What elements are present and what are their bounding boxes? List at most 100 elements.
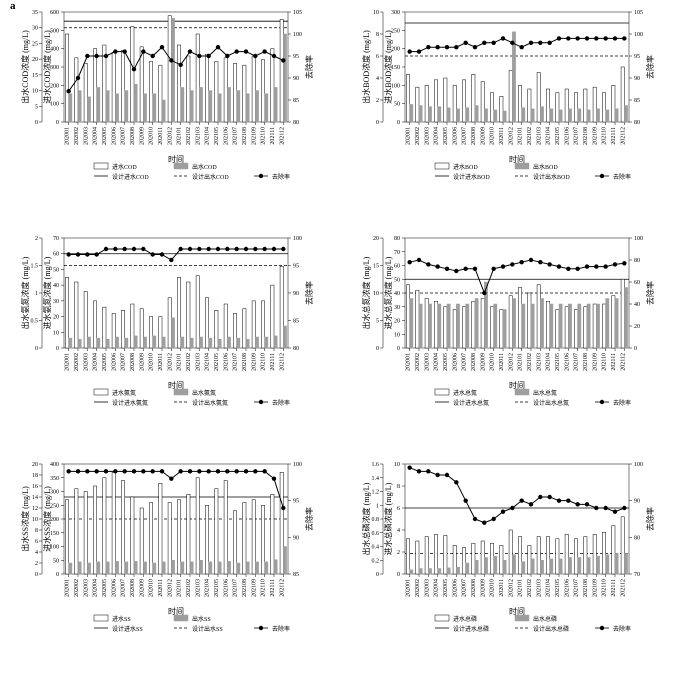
x-tick-label: 202001 [65,353,71,371]
x-tick-label: 202106 [564,579,570,597]
x-tick-label: 202010 [490,579,496,597]
bar-in [187,494,190,574]
bar-in [537,285,540,348]
svg-text:出水BOD: 出水BOD [533,163,558,171]
bar-in [177,45,180,122]
bar-in [481,541,484,574]
x-tick-label: 202003 [83,353,89,371]
rate-marker [557,498,561,502]
chart-tn: 0102030405060708005101520020406080100202… [345,230,675,435]
y2-tick: 8 [376,32,379,38]
rate-marker [463,41,467,45]
y2-tick: 4 [35,550,38,556]
bar-in [612,526,615,574]
bar-in [121,51,124,123]
y2-tick: 6 [35,539,38,545]
y1-tick: 0 [397,346,400,352]
bar-in [453,85,456,122]
rate-marker [557,264,561,268]
rate-marker [454,269,458,273]
x-tick-label: 202010 [149,353,155,371]
rate-marker [150,469,154,473]
y2-tick: 20 [32,462,38,468]
y1-tick: 60 [394,264,400,270]
svg-text:设计出水总磷: 设计出水总磷 [533,625,569,633]
bar-out [97,338,100,348]
bar-out [606,299,609,349]
bar-out [153,94,156,122]
rate-marker [160,45,164,49]
bar-out [87,97,90,122]
rate-marker [244,247,248,251]
bar-out [568,304,571,348]
bar-out [484,558,487,575]
rate-marker [225,469,229,473]
r-tick: 100 [293,236,302,242]
rate-marker [585,36,589,40]
x-tick-label: 202103 [195,579,201,597]
rate-marker [519,45,523,49]
bar-in [584,89,587,122]
bar-out [246,94,249,122]
bar-in [490,93,493,122]
rate-marker [272,476,276,480]
r-tick: 80 [634,258,640,264]
bar-out [106,339,109,348]
bar-out [550,109,553,122]
bar-out [531,559,534,574]
y1-tick: 8 [397,484,400,490]
bar-out [134,84,137,122]
x-tick-label: 202109 [592,353,598,371]
bar-out [246,339,249,348]
rate-marker [76,76,80,80]
bar-in [565,307,568,348]
rate-marker [141,469,145,473]
rate-marker [281,58,285,62]
bar-out [209,562,212,574]
x-tick-label: 202011 [499,127,505,145]
x-tick-label: 202111 [611,353,617,371]
bar-in [233,511,236,574]
bar-out [624,288,627,349]
y1-tick: 0 [56,572,59,578]
x-tick-label: 202010 [490,353,496,371]
rate-marker [575,267,579,271]
bar-in [556,539,559,574]
bar-in [462,548,465,574]
bar-out [265,94,268,122]
bar-out [410,299,413,349]
rate-marker [538,260,542,264]
bar-out [153,336,156,348]
bar-in [187,56,190,122]
bar-out [624,106,627,123]
bar-in [490,307,493,348]
svg-text:出水SS: 出水SS [192,615,211,623]
bar-in [453,310,456,349]
x-tick-label: 202012 [508,127,514,145]
bar-in [215,62,218,123]
bar-out [419,106,422,123]
y2-label: 出水总磷浓度 (mg/L) [361,482,371,555]
bar-in [425,537,428,574]
y1-tick: 70 [53,236,59,242]
bar-out [125,562,128,574]
bar-in [593,304,596,348]
rate-marker [150,252,154,256]
rate-marker [178,469,182,473]
bar-out [87,337,90,348]
x-tick-label: 202104 [546,353,552,371]
r-tick: 90 [634,76,640,82]
x-tick-label: 202005 [102,127,108,145]
bar-in [500,545,503,574]
bar-in [112,472,115,574]
x-tick-label: 202007 [121,127,127,145]
bar-in [261,301,264,348]
x-tick-label: 202001 [406,579,412,597]
x-tick-label: 202004 [93,353,99,371]
y1-tick: 70 [394,250,400,256]
bar-in [149,317,152,348]
bar-out [466,563,469,574]
bar-in [565,534,568,574]
rate-marker [454,480,458,484]
bar-out [283,34,286,122]
